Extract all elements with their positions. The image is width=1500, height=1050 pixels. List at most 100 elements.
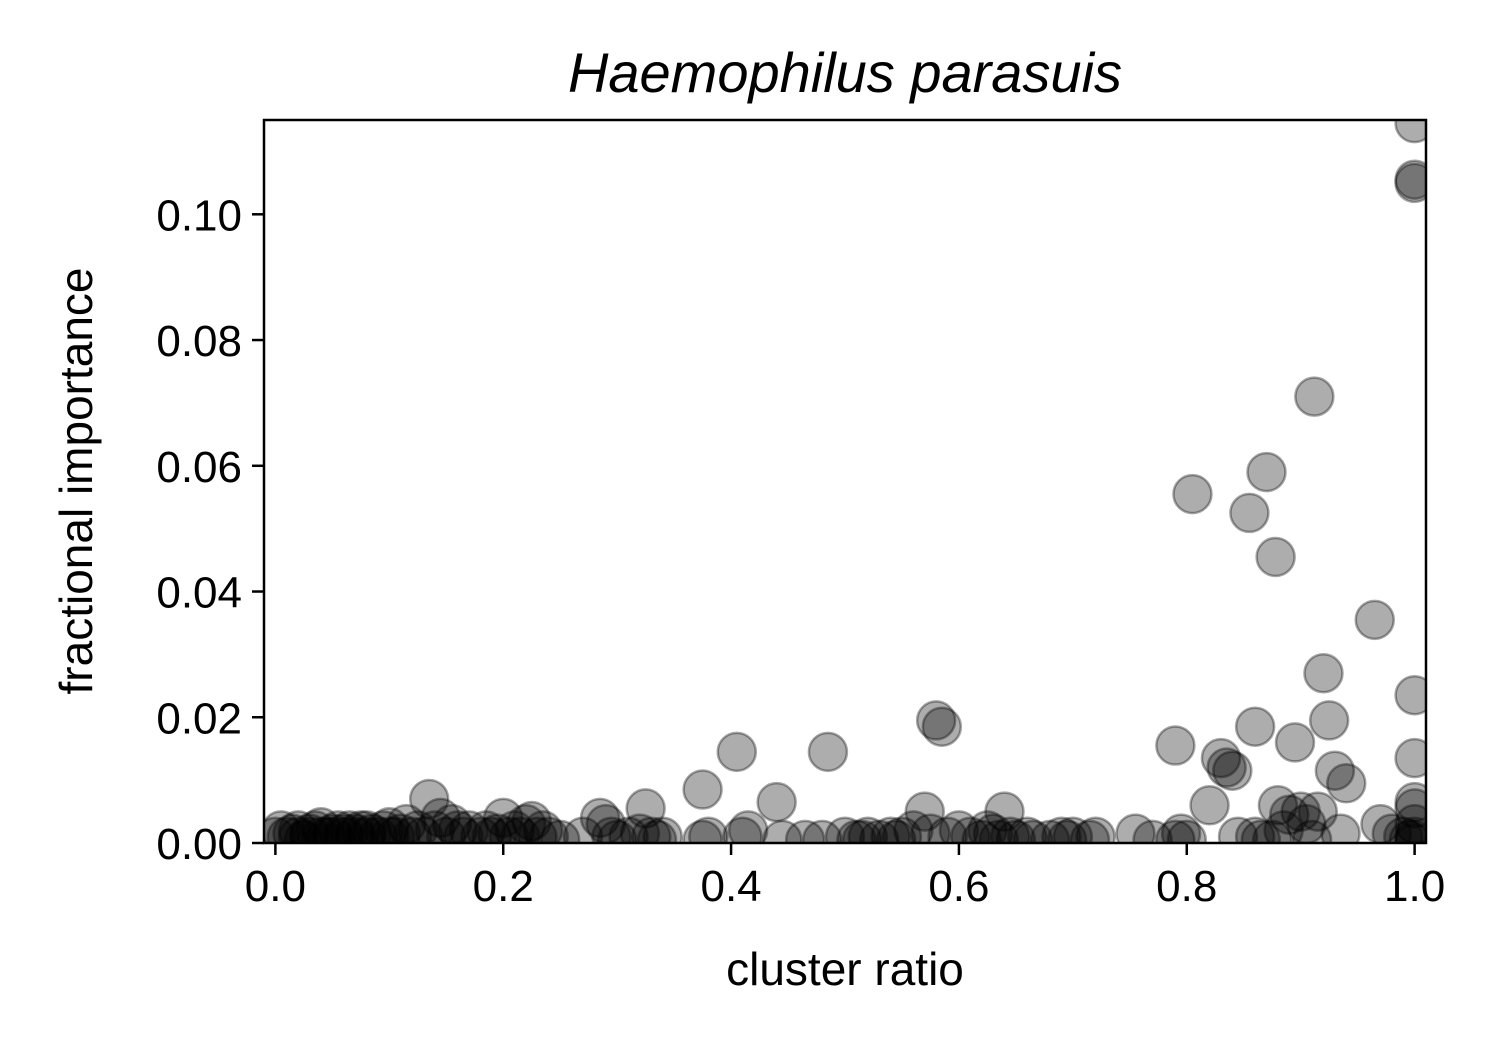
data-point xyxy=(1394,816,1426,843)
data-point xyxy=(277,816,319,843)
data-point xyxy=(858,819,900,843)
y-tick-label: 0.10 xyxy=(156,191,242,240)
data-point xyxy=(323,813,364,843)
data-point xyxy=(984,791,1025,832)
data-point xyxy=(448,810,490,843)
x-tick-label: 0.8 xyxy=(1156,862,1217,911)
data-point xyxy=(539,819,581,843)
x-tick-label: 1.0 xyxy=(1384,862,1445,911)
data-point xyxy=(1212,750,1253,791)
data-point xyxy=(1255,536,1296,578)
data-point xyxy=(471,816,513,843)
x-axis: 0.0 0.2 0.4 0.6 0.8 1.0 xyxy=(245,843,1445,911)
data-point xyxy=(517,816,558,843)
data-point xyxy=(784,819,826,843)
data-point xyxy=(1155,725,1196,766)
data-point xyxy=(295,810,336,843)
data-point xyxy=(950,816,991,843)
data-point xyxy=(511,800,552,842)
data-point xyxy=(841,819,883,843)
data-point xyxy=(1251,819,1293,843)
data-point xyxy=(881,816,923,843)
data-point xyxy=(443,816,484,843)
data-point xyxy=(1012,819,1054,843)
x-tick-label: 0.6 xyxy=(928,862,989,911)
data-point xyxy=(682,769,723,810)
data-point xyxy=(762,819,803,843)
data-point xyxy=(876,819,917,843)
data-point xyxy=(608,816,649,843)
y-tick-label: 0.02 xyxy=(156,694,242,743)
data-point xyxy=(1320,813,1361,843)
data-point xyxy=(363,810,404,843)
data-point xyxy=(1234,816,1276,843)
data-point xyxy=(369,807,410,843)
data-point xyxy=(482,797,524,839)
data-point xyxy=(682,819,723,843)
data-point xyxy=(437,810,478,843)
data-point xyxy=(1394,162,1426,204)
data-point xyxy=(272,813,313,843)
data-point xyxy=(585,803,627,843)
data-point xyxy=(1257,785,1299,826)
data-point xyxy=(1246,451,1287,493)
data-point xyxy=(351,813,393,843)
data-point xyxy=(500,816,541,843)
data-point xyxy=(1280,791,1321,832)
y-tick-label: 0.04 xyxy=(156,569,242,618)
data-point xyxy=(1297,791,1339,832)
data-point xyxy=(1354,599,1395,641)
data-point xyxy=(727,810,769,843)
y-axis-title: fractional importance xyxy=(50,268,102,695)
data-point xyxy=(1360,803,1401,843)
data-point xyxy=(403,816,444,843)
data-point xyxy=(1394,822,1426,843)
data-point xyxy=(619,813,661,843)
data-point xyxy=(1394,781,1426,823)
data-point xyxy=(1308,700,1350,741)
data-point xyxy=(1132,819,1173,843)
data-point xyxy=(346,810,387,843)
data-point xyxy=(1394,120,1426,144)
data-point xyxy=(579,797,621,839)
data-point xyxy=(807,731,849,773)
data-point xyxy=(312,813,353,843)
data-point xyxy=(380,813,421,843)
data-point xyxy=(386,803,427,843)
data-point xyxy=(1075,816,1116,843)
data-point xyxy=(596,819,638,843)
data-point xyxy=(357,816,399,843)
data-point xyxy=(1041,816,1082,843)
data-point xyxy=(967,810,1008,843)
x-tick-label: 0.2 xyxy=(473,862,534,911)
x-axis-title: cluster ratio xyxy=(726,943,964,995)
data-point xyxy=(1217,816,1259,843)
data-point xyxy=(1394,803,1426,843)
data-point xyxy=(1326,763,1367,804)
data-point xyxy=(460,816,501,843)
data-point xyxy=(1394,788,1426,829)
data-point xyxy=(972,813,1014,843)
y-tick-label: 0.08 xyxy=(156,317,242,366)
data-point xyxy=(289,816,330,843)
data-point xyxy=(1206,747,1247,788)
data-point xyxy=(801,819,843,843)
data-point xyxy=(420,797,461,839)
data-point xyxy=(1388,819,1426,843)
data-point xyxy=(1394,675,1426,716)
data-point xyxy=(300,807,342,843)
data-point xyxy=(989,816,1031,843)
data-point xyxy=(688,816,729,843)
data-point xyxy=(312,816,353,843)
data-point xyxy=(642,816,683,843)
plot-frame xyxy=(262,118,1428,845)
data-point xyxy=(716,731,758,773)
data-point xyxy=(938,810,980,843)
data-point xyxy=(927,816,968,843)
data-point xyxy=(477,813,518,843)
data-point xyxy=(1314,750,1356,791)
data-point xyxy=(488,816,530,843)
data-point xyxy=(1240,819,1282,843)
data-point xyxy=(591,816,632,843)
